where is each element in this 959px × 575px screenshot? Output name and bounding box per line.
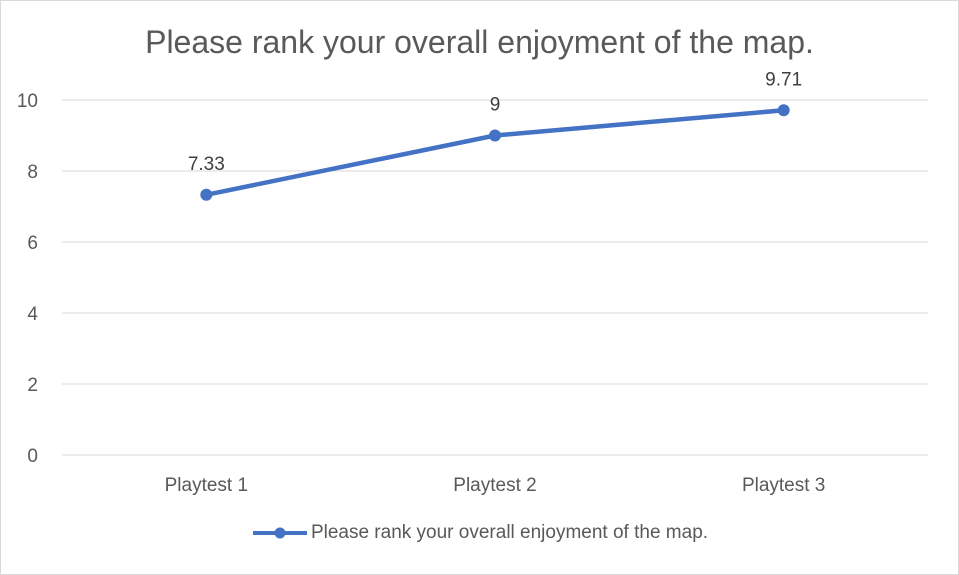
legend-label: Please rank your overall enjoyment of th… (310, 522, 709, 543)
data-point (777, 104, 790, 117)
legend: Please rank your overall enjoyment of th… (0, 522, 959, 546)
y-tick-label: 0 (27, 446, 38, 467)
y-tick-label: 8 (27, 162, 38, 183)
x-tick-label: Playtest 3 (742, 475, 825, 496)
y-tick-label: 4 (27, 304, 38, 325)
y-tick-label: 2 (27, 375, 38, 396)
data-label: 7.33 (188, 154, 225, 175)
gridlines (62, 99, 928, 456)
x-tick-label: Playtest 2 (453, 475, 536, 496)
y-tick-label: 10 (17, 91, 38, 112)
y-tick-label: 6 (27, 233, 38, 254)
legend-line-marker-icon (252, 527, 307, 539)
series-layer (200, 104, 790, 201)
data-labels: 7.33 9 9.71 (188, 69, 802, 174)
x-tick-label: Playtest 1 (165, 475, 248, 496)
series-line (204, 108, 786, 198)
chart-title: Please rank your overall enjoyment of th… (145, 24, 814, 60)
data-point (200, 188, 213, 201)
data-label: 9.71 (765, 69, 802, 90)
data-label: 9 (490, 95, 501, 116)
y-axis-tick-labels: 0 2 4 6 8 10 (17, 91, 39, 467)
data-point (489, 129, 501, 142)
legend-entry: Please rank your overall enjoyment of th… (251, 522, 708, 544)
x-axis-tick-labels: Playtest 1 Playtest 2 Playtest 3 (165, 475, 826, 496)
